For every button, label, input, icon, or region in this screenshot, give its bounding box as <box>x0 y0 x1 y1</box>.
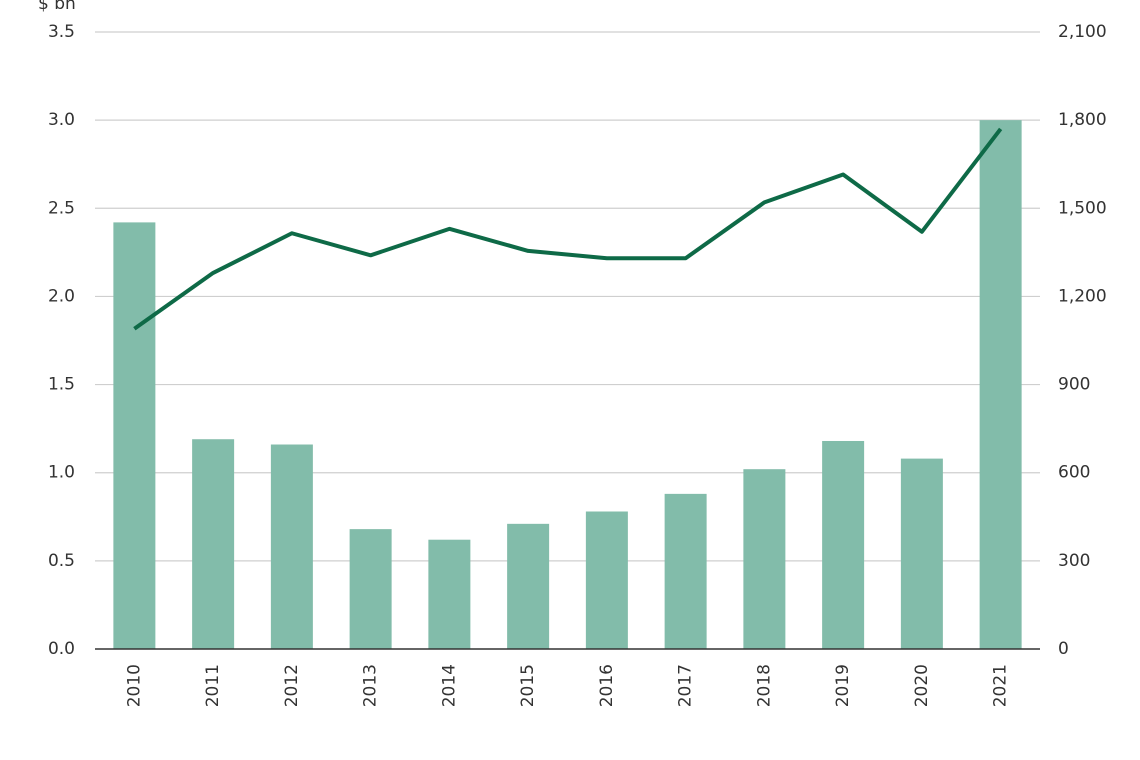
y-tick-label: 1.0 <box>48 463 75 483</box>
x-tick-label: 2012 <box>282 664 302 707</box>
bar <box>192 439 235 649</box>
x-tick-label: 2010 <box>124 664 144 707</box>
y2-tick-label: 0 <box>1058 639 1069 659</box>
y-tick-label: 3.0 <box>48 110 75 130</box>
x-tick-label: 2021 <box>991 664 1011 707</box>
bar <box>743 469 786 649</box>
bar <box>507 523 550 649</box>
y2-tick-label: 1,800 <box>1058 110 1107 130</box>
y2-tick-label: 1,200 <box>1058 286 1107 306</box>
x-tick-label: 2018 <box>754 664 774 707</box>
y-tick-label: 0.0 <box>48 639 75 659</box>
bar <box>428 539 471 649</box>
y-tick-label: 0.5 <box>48 551 75 571</box>
bar <box>900 458 943 649</box>
y2-tick-label: 300 <box>1058 551 1090 571</box>
y-tick-label: 3.5 <box>48 22 75 42</box>
y-axis-label: $ bn <box>38 0 76 14</box>
x-tick-label: 2015 <box>518 664 538 707</box>
x-tick-label: 2017 <box>676 664 696 707</box>
bar <box>585 511 628 649</box>
bar <box>113 222 156 650</box>
x-tick-label: 2011 <box>203 664 223 707</box>
y2-tick-label: 600 <box>1058 463 1090 483</box>
y-tick-label: 2.0 <box>48 286 75 306</box>
x-tick-label: 2014 <box>439 664 459 707</box>
bar <box>270 444 313 649</box>
bar <box>979 120 1022 649</box>
x-tick-label: 2013 <box>361 664 381 707</box>
x-tick-label: 2019 <box>833 664 853 707</box>
y-tick-label: 1.5 <box>48 375 75 395</box>
x-tick-label: 2016 <box>597 664 617 707</box>
x-tick-label: 2020 <box>912 664 932 707</box>
y2-tick-label: 1,500 <box>1058 198 1107 218</box>
bar <box>822 440 865 649</box>
y2-tick-label: 900 <box>1058 375 1090 395</box>
y-tick-label: 2.5 <box>48 198 75 218</box>
y2-tick-label: 2,100 <box>1058 22 1107 42</box>
bar <box>664 493 707 649</box>
bar <box>349 529 392 649</box>
line <box>133 127 1003 331</box>
